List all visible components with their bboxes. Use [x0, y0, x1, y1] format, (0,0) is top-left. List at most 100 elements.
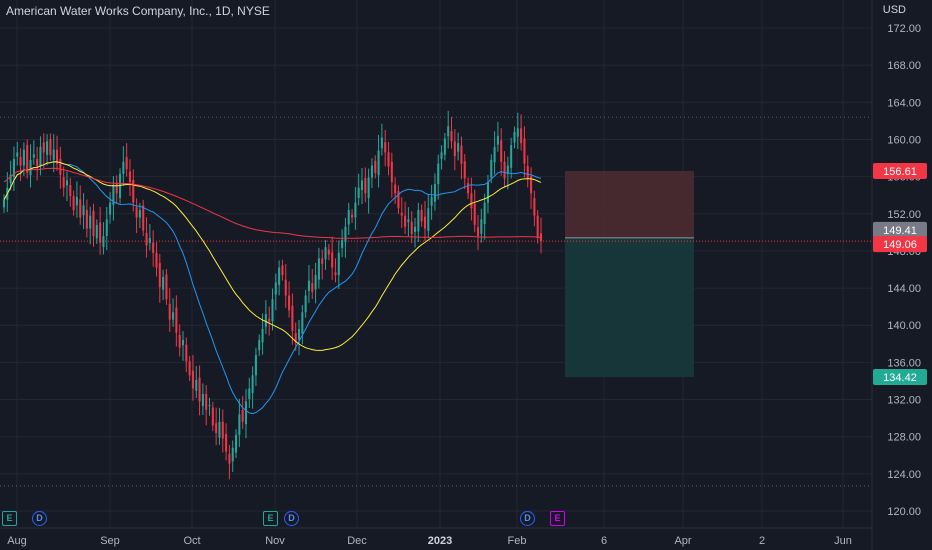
candle-body: [307, 280, 310, 291]
candle-body: [473, 203, 476, 225]
candle-body: [304, 295, 307, 313]
y-tick-label: 120.00: [887, 506, 921, 518]
candle-body: [360, 180, 364, 191]
y-tick-label: 132.00: [887, 395, 921, 407]
candle-body: [400, 212, 403, 216]
candle-body: [331, 252, 334, 268]
earnings-event-icon[interactable]: E: [263, 511, 278, 526]
candle-body: [79, 199, 82, 218]
moving-average-line: [3, 161, 542, 415]
candle-body: [231, 447, 234, 462]
candle-body: [228, 453, 231, 464]
candle-body: [225, 433, 228, 452]
x-tick-label: Feb: [508, 535, 527, 547]
candle-body: [85, 210, 88, 229]
candle-body: [278, 267, 281, 285]
candle-body: [490, 159, 493, 178]
y-tick-label: 172.00: [887, 23, 921, 35]
candle-body: [218, 421, 221, 438]
entry-price-tag-background: [873, 221, 927, 238]
candle-body: [201, 393, 204, 407]
dividend-event-icon[interactable]: D: [284, 511, 299, 526]
candle-body: [19, 157, 22, 166]
dividend-event-icon[interactable]: D: [520, 511, 535, 526]
candle-body: [516, 128, 519, 137]
chart-title: American Water Works Company, Inc., 1D, …: [6, 4, 270, 18]
earnings-event-icon[interactable]: E: [550, 511, 565, 526]
candle-body: [72, 196, 75, 211]
candle-body: [92, 210, 95, 237]
candle-body: [205, 393, 208, 410]
moving-average-line: [3, 167, 542, 239]
y-tick-label: 168.00: [887, 60, 921, 72]
candle-body: [291, 305, 294, 331]
x-tick-label: Dec: [347, 535, 367, 547]
earnings-event-icon[interactable]: E: [2, 511, 17, 526]
candle-body: [125, 157, 128, 170]
stop-loss-price-tag: 156.61: [883, 166, 917, 178]
candle-body: [42, 142, 45, 153]
candle-body: [281, 265, 284, 276]
candle-body: [135, 207, 138, 218]
candle-body: [215, 423, 218, 433]
y-tick-label: 164.00: [887, 97, 921, 109]
candle-body: [314, 275, 317, 290]
candle-body: [288, 295, 291, 311]
candle-body: [82, 205, 85, 216]
candle-body: [523, 138, 526, 164]
candle-body: [56, 149, 59, 164]
candle-body: [69, 184, 72, 197]
candle-body: [530, 176, 533, 194]
candle-body: [420, 210, 423, 222]
candle-body: [470, 193, 473, 209]
candle-body: [172, 312, 175, 320]
candle-body: [185, 344, 188, 362]
candle-body: [486, 182, 489, 203]
candle-body: [148, 237, 151, 244]
candle-body: [404, 215, 407, 227]
candle-body: [244, 401, 248, 425]
candle-body: [380, 137, 383, 149]
candle-body: [347, 210, 350, 225]
candle-body: [235, 434, 238, 453]
candle-body: [384, 142, 387, 153]
candle-body: [374, 160, 377, 173]
candle-body: [423, 216, 427, 229]
candle-body: [301, 312, 304, 334]
candle-body: [211, 407, 214, 426]
candle-body: [46, 141, 49, 155]
stop-loss-price-tag-background: [873, 162, 927, 179]
candle-body: [89, 215, 92, 229]
dividend-event-icon[interactable]: D: [32, 511, 47, 526]
candle-body: [178, 334, 181, 348]
y-tick-label: 144.00: [887, 283, 921, 295]
take-profit-zone: [565, 237, 694, 378]
candle-body: [99, 222, 102, 243]
candle-body: [377, 150, 380, 176]
candle-body: [463, 161, 466, 179]
candle-body: [450, 131, 453, 142]
candle-body: [457, 143, 460, 152]
candle-body: [188, 361, 191, 376]
candle-body: [238, 414, 241, 435]
x-tick-label: Apr: [674, 535, 691, 547]
candle-body: [132, 179, 135, 203]
candle-body: [354, 202, 357, 218]
candle-body: [274, 282, 277, 295]
candle-body: [467, 183, 470, 194]
candle-body: [536, 215, 539, 238]
candle-body: [65, 180, 69, 186]
candle-body: [460, 145, 463, 164]
candle-body: [341, 239, 344, 249]
candle-body: [142, 205, 145, 231]
candle-body: [510, 145, 513, 168]
candle-body: [16, 152, 19, 157]
candle-body: [251, 375, 254, 394]
candle-body: [168, 303, 171, 320]
candle-body: [26, 145, 29, 173]
candle-body: [12, 158, 15, 178]
candle-body: [520, 128, 523, 144]
stop-loss-zone: [565, 170, 694, 238]
take-profit-price-tag-background: [873, 369, 927, 386]
